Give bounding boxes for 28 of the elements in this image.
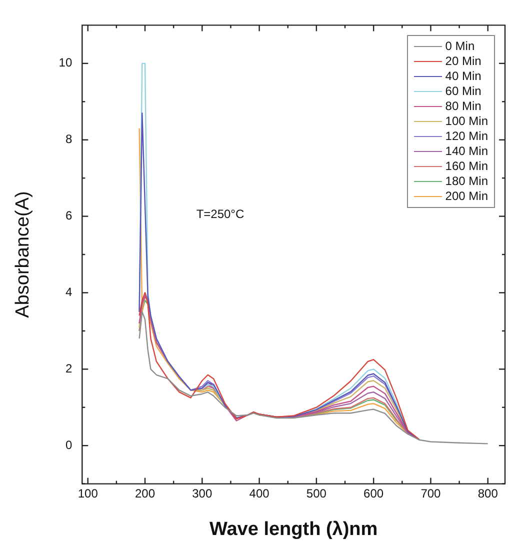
x-tick-label: 300 xyxy=(192,486,212,500)
annotation: T=250°C xyxy=(196,206,244,221)
legend-label: 160 Min xyxy=(445,159,488,174)
legend-label: 40 Min xyxy=(445,69,482,84)
y-tick-label: 4 xyxy=(65,285,72,300)
legend-label: 180 Min xyxy=(445,174,488,190)
x-tick-label: 200 xyxy=(134,486,156,500)
legend-label: 100 Min xyxy=(445,114,488,130)
legend-label: 140 Min xyxy=(445,144,488,160)
x-tick-label: 400 xyxy=(249,486,270,500)
x-tick-label: 800 xyxy=(478,486,498,500)
x-tick-label: 500 xyxy=(306,486,327,500)
legend-label: 80 Min xyxy=(445,99,482,114)
y-tick-label: 0 xyxy=(65,438,72,452)
x-axis-title: Wave length (λ)nm xyxy=(209,518,378,540)
x-tick-label: 700 xyxy=(420,486,442,500)
y-tick-label: 2 xyxy=(65,361,72,376)
y-tick-label: 6 xyxy=(65,208,72,223)
x-tick-label: 100 xyxy=(78,486,98,500)
legend-label: 0 Min xyxy=(445,39,475,54)
legend-label: 20 Min xyxy=(445,54,482,70)
legend-label: 200 Min xyxy=(445,189,488,204)
y-tick-label: 8 xyxy=(65,132,72,146)
legend-label: 60 Min xyxy=(445,84,482,100)
y-tick-label: 10 xyxy=(58,56,72,70)
legend-label: 120 Min xyxy=(445,129,488,144)
y-axis-title: Absorbance(A) xyxy=(12,191,34,318)
x-tick-label: 600 xyxy=(364,486,384,500)
